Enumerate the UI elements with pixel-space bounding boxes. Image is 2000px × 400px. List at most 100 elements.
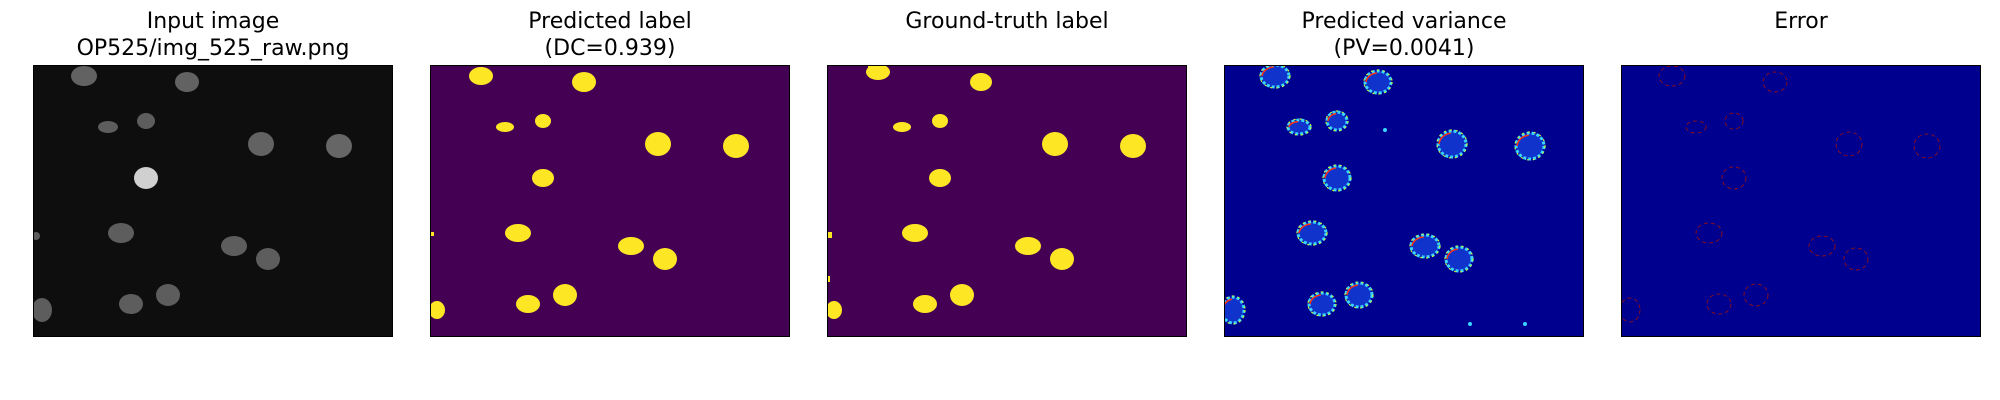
error-image	[1622, 66, 1980, 336]
input-image	[34, 66, 392, 336]
image-background	[1622, 66, 1980, 336]
panel-ground-truth-label: Ground-truth label	[827, 0, 1187, 400]
variance-hotspot	[1309, 294, 1321, 305]
nucleus-mask	[645, 132, 671, 156]
predicted-label-frame	[430, 65, 790, 337]
nucleus-mask	[532, 169, 554, 187]
variance-hotspot	[1365, 72, 1377, 83]
predicted-variance-image	[1225, 66, 1583, 336]
variance-hotspot	[1438, 132, 1451, 145]
nucleus-mask	[496, 122, 514, 132]
error-edge	[1835, 131, 1863, 157]
variance-ring	[1296, 220, 1328, 246]
variance-ring-outer	[1307, 291, 1337, 317]
error-edge	[1658, 66, 1686, 87]
nucleus-mask	[723, 134, 749, 158]
variance-ring-outer	[1344, 281, 1374, 309]
nucleus-mask	[1042, 132, 1068, 156]
nucleus-mask	[653, 248, 677, 270]
nucleus	[34, 298, 52, 322]
panel-input-image: Input image OP525/img_525_raw.png	[33, 0, 393, 400]
nucleus	[137, 113, 155, 129]
nucleus-mask	[828, 301, 842, 319]
error-edge	[1695, 222, 1723, 244]
variance-ring	[1363, 69, 1393, 95]
variance-fill	[1516, 133, 1544, 159]
variance-ring	[1225, 295, 1246, 325]
nucleus-mask	[535, 114, 551, 128]
variance-ring	[1436, 129, 1468, 159]
variance-fill	[1346, 283, 1372, 307]
error-edge	[1843, 247, 1869, 271]
variance-ring-outer	[1409, 233, 1441, 259]
nucleus-mask	[1050, 248, 1074, 270]
error-edge	[1762, 71, 1788, 93]
variance-hotspot	[1225, 298, 1233, 306]
variance-hotspot	[1261, 66, 1274, 77]
variance-ring-outer	[1325, 110, 1349, 132]
ground-truth-image	[828, 66, 1186, 336]
variance-hotspot	[1288, 120, 1299, 128]
mask-fragment	[828, 276, 830, 282]
nucleus-mask	[618, 237, 644, 255]
variance-speck	[1468, 322, 1472, 326]
panel-predicted-label: Predicted label (DC=0.939)	[430, 0, 790, 400]
nucleus-mask	[913, 295, 937, 313]
variance-ring	[1444, 245, 1474, 273]
error-edge	[1721, 166, 1747, 190]
variance-fill	[1225, 297, 1244, 323]
variance-fill	[1446, 247, 1472, 271]
variance-hotspot	[1298, 223, 1311, 234]
error-edge	[1622, 297, 1641, 323]
variance-speck	[1523, 322, 1527, 326]
panel-predicted-variance: Predicted variance (PV=0.0041)	[1224, 0, 1584, 400]
mask-fragment	[868, 66, 876, 72]
error-edge	[1743, 283, 1769, 307]
nucleus	[175, 72, 199, 92]
nucleus	[108, 223, 134, 243]
panel-title: Input image OP525/img_525_raw.png	[76, 9, 350, 61]
variance-hotspot	[1516, 134, 1529, 147]
nucleus-mask	[572, 72, 596, 92]
variance-hotspot	[1327, 113, 1337, 122]
variance-ring-outer	[1514, 131, 1546, 161]
variance-fill	[1298, 222, 1326, 244]
variance-ring-outer	[1444, 245, 1474, 273]
nucleus-mask	[505, 224, 531, 242]
variance-ring	[1286, 118, 1312, 136]
input-image-frame	[33, 65, 393, 337]
error-edge	[1706, 293, 1732, 315]
nucleus	[248, 132, 274, 156]
variance-ring-outer	[1286, 118, 1312, 136]
error-edge	[1913, 133, 1941, 159]
variance-ring	[1514, 131, 1546, 161]
variance-ring-outer	[1225, 295, 1246, 325]
predicted-label-image	[431, 66, 789, 336]
nucleus-mask	[1015, 237, 1041, 255]
nucleus-mask	[553, 284, 577, 306]
variance-ring	[1325, 110, 1349, 132]
nucleus	[256, 248, 280, 270]
nucleus	[119, 294, 143, 314]
variance-hotspot	[1446, 248, 1458, 260]
variance-speck	[1383, 128, 1387, 132]
nucleus	[34, 232, 40, 240]
ground-truth-frame	[827, 65, 1187, 337]
variance-hotspot	[1324, 167, 1336, 179]
mask-fragment	[431, 232, 434, 236]
nucleus	[98, 121, 118, 133]
variance-fill	[1411, 235, 1439, 257]
image-background	[828, 66, 1186, 336]
variance-ring-outer	[1436, 129, 1468, 159]
panel-error: Error	[1621, 0, 1981, 400]
variance-fill	[1309, 293, 1335, 315]
predicted-variance-frame	[1224, 65, 1584, 337]
variance-ring-outer	[1363, 69, 1393, 95]
panel-title: Error	[1774, 9, 1828, 34]
nucleus	[71, 66, 97, 86]
variance-ring	[1307, 291, 1337, 317]
variance-hotspot	[1346, 284, 1358, 296]
image-background	[34, 66, 392, 336]
nucleus-mask	[516, 295, 540, 313]
nucleus-mask	[893, 122, 911, 132]
